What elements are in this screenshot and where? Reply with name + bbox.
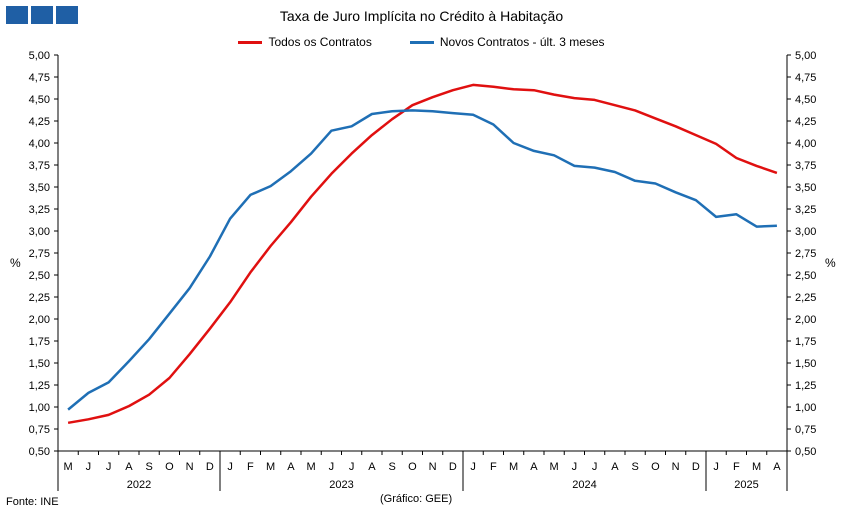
y-tick-label-left: 3,25 [29, 204, 50, 216]
x-tick-label: A [773, 461, 781, 473]
y-tick-label-left: 3,75 [29, 160, 50, 172]
y-tick-label-left: 4,25 [29, 116, 50, 128]
y-tick-label-right: 2,50 [795, 270, 816, 282]
x-tick-label: A [530, 461, 538, 473]
x-tick-label: J [713, 461, 719, 473]
y-tick-label-right: 1,75 [795, 336, 816, 348]
y-tick-label-right: 1,50 [795, 358, 816, 370]
x-tick-label: J [329, 461, 335, 473]
x-tick-label: A [125, 461, 133, 473]
y-tick-label-left: 3,00 [29, 226, 50, 238]
logo-block [56, 6, 78, 24]
x-tick-label: M [752, 461, 761, 473]
x-tick-label: F [247, 461, 254, 473]
year-label: 2025 [734, 479, 758, 491]
x-tick-label: J [349, 461, 355, 473]
x-tick-label: J [572, 461, 578, 473]
y-tick-label-left: 4,00 [29, 138, 50, 150]
y-tick-label-right: 0,75 [795, 424, 816, 436]
chart-credit: (Gráfico: GEE) [380, 493, 453, 505]
source-note: Fonte: INE [6, 496, 59, 508]
x-tick-label: N [429, 461, 437, 473]
y-tick-label-right: 3,25 [795, 204, 816, 216]
x-tick-label: F [490, 461, 497, 473]
logo-block [6, 6, 28, 24]
y-tick-label-right: 1,25 [795, 380, 816, 392]
y-axis-right-unit: % [825, 256, 836, 270]
x-tick-label: A [287, 461, 295, 473]
y-tick-label-left: 1,00 [29, 402, 50, 414]
legend-item-novos: Novos Contratos - últ. 3 meses [409, 35, 605, 49]
y-tick-label-left: 0,75 [29, 424, 50, 436]
legend-label-novos: Novos Contratos - últ. 3 meses [439, 35, 605, 49]
y-tick-label-left: 4,75 [29, 72, 50, 84]
y-tick-label-left: 1,50 [29, 358, 50, 370]
x-tick-label: M [307, 461, 316, 473]
y-tick-label-right: 5,00 [795, 50, 816, 62]
y-tick-label-left: 0,50 [29, 446, 50, 458]
y-tick-label-right: 1,00 [795, 402, 816, 414]
x-tick-label: M [550, 461, 559, 473]
x-tick-label: N [672, 461, 680, 473]
x-tick-label: F [733, 461, 740, 473]
x-tick-label: N [186, 461, 194, 473]
legend-item-todos: Todos os Contratos [238, 35, 372, 49]
x-tick-label: S [145, 461, 152, 473]
chart-title: Taxa de Juro Implícita no Crédito à Habi… [279, 8, 564, 24]
x-tick-label: D [692, 461, 700, 473]
y-tick-label-right: 4,00 [795, 138, 816, 150]
year-label: 2024 [572, 479, 596, 491]
year-label: 2023 [329, 479, 353, 491]
y-tick-label-right: 3,00 [795, 226, 816, 238]
x-tick-label: O [165, 461, 174, 473]
chart-legend: Todos os Contratos Novos Contratos - últ… [0, 35, 843, 49]
x-tick-label: D [206, 461, 214, 473]
x-tick-label: O [408, 461, 417, 473]
y-tick-label-right: 2,25 [795, 292, 816, 304]
y-tick-label-right: 2,00 [795, 314, 816, 326]
y-tick-label-right: 4,75 [795, 72, 816, 84]
x-tick-label: J [86, 461, 92, 473]
y-tick-label-left: 2,75 [29, 248, 50, 260]
series-line-novos [67, 109, 777, 411]
x-tick-label: J [227, 461, 233, 473]
x-tick-label: A [611, 461, 619, 473]
x-tick-label: J [106, 461, 112, 473]
gee-logo [6, 6, 78, 24]
year-label: 2022 [127, 479, 151, 491]
x-tick-label: A [368, 461, 376, 473]
y-tick-label-right: 4,50 [795, 94, 816, 106]
y-tick-label-right: 4,25 [795, 116, 816, 128]
y-tick-label-left: 3,50 [29, 182, 50, 194]
y-tick-label-left: 1,25 [29, 380, 50, 392]
y-tick-label-left: 1,75 [29, 336, 50, 348]
x-tick-label: M [509, 461, 518, 473]
y-tick-label-left: 2,25 [29, 292, 50, 304]
x-tick-label: M [64, 461, 73, 473]
y-tick-label-left: 4,50 [29, 94, 50, 106]
y-tick-label-right: 3,75 [795, 160, 816, 172]
legend-swatch-novos [409, 40, 434, 44]
x-tick-label: J [592, 461, 598, 473]
y-tick-label-left: 2,00 [29, 314, 50, 326]
legend-label-todos: Todos os Contratos [268, 35, 372, 49]
y-axis-left-unit: % [10, 256, 21, 270]
y-tick-label-right: 2,75 [795, 248, 816, 260]
series-line-todos [67, 83, 778, 425]
y-tick-label-right: 0,50 [795, 446, 816, 458]
y-tick-label-left: 5,00 [29, 50, 50, 62]
x-tick-label: S [388, 461, 395, 473]
logo-block [31, 6, 53, 24]
y-tick-label-left: 2,50 [29, 270, 50, 282]
x-tick-label: M [266, 461, 275, 473]
x-tick-label: O [651, 461, 660, 473]
x-tick-label: D [449, 461, 457, 473]
legend-swatch-todos [238, 40, 263, 44]
x-tick-label: J [470, 461, 476, 473]
y-tick-label-right: 3,50 [795, 182, 816, 194]
x-tick-label: S [631, 461, 638, 473]
